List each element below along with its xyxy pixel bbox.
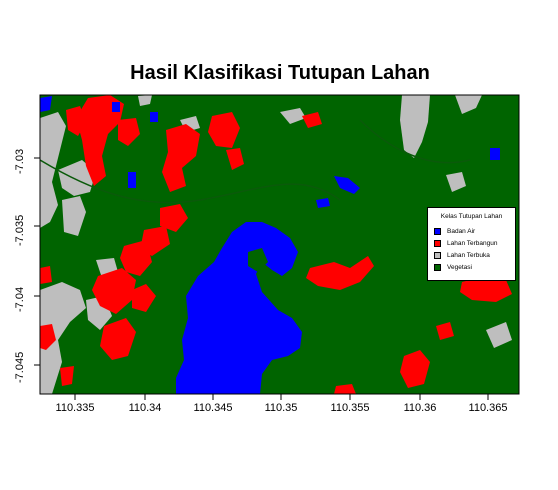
legend-item-badan-air: Badan Air bbox=[434, 228, 475, 237]
x-tick-label: 110.335 bbox=[56, 402, 95, 414]
x-tick-label: 110.35 bbox=[265, 402, 298, 414]
legend-swatch bbox=[434, 240, 441, 247]
legend-label: Badan Air bbox=[447, 228, 475, 235]
x-tick-label: 110.365 bbox=[469, 402, 508, 414]
y-tick-label: -7.035 bbox=[14, 215, 26, 246]
legend-label: Lahan Terbuka bbox=[447, 252, 490, 259]
legend-item-lahan-terbuka: Lahan Terbuka bbox=[434, 252, 490, 261]
y-tick-label: -7.03 bbox=[14, 149, 26, 174]
legend-label: Vegetasi bbox=[447, 264, 472, 271]
x-tick-label: 110.345 bbox=[194, 402, 233, 414]
legend-swatch bbox=[434, 264, 441, 271]
legend-swatch bbox=[434, 252, 441, 259]
legend-title: Kelas Tutupan Lahan bbox=[428, 213, 515, 220]
y-tick-label: -7.045 bbox=[14, 352, 26, 383]
x-tick-label: 110.355 bbox=[331, 402, 370, 414]
x-tick-label: 110.36 bbox=[404, 402, 437, 414]
legend-item-vegetasi: Vegetasi bbox=[434, 264, 472, 273]
legend-label: Lahan Terbangun bbox=[447, 240, 497, 247]
legend-item-lahan-terbangun: Lahan Terbangun bbox=[434, 240, 497, 249]
legend-swatch bbox=[434, 228, 441, 235]
y-tick-label: -7.04 bbox=[14, 287, 26, 312]
x-tick-label: 110.34 bbox=[129, 402, 162, 414]
legend: Kelas Tutupan Lahan Badan Air Lahan Terb… bbox=[427, 207, 516, 281]
